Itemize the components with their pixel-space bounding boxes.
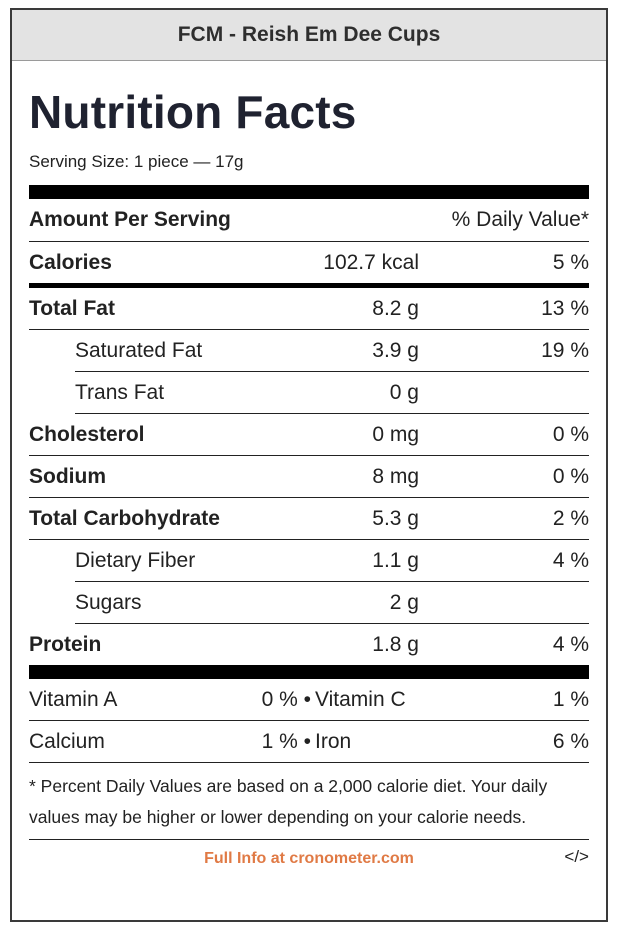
- nutrition-label: FCM - Reish Em Dee Cups Nutrition Facts …: [10, 8, 608, 922]
- nutrient-dv: 4 %: [552, 632, 589, 656]
- vitamin-value-text: 0 %: [261, 687, 298, 711]
- vitamin-value: 1 %: [552, 687, 589, 711]
- vitamin-row: Vitamin A 0 % • Vitamin C 1 %: [29, 679, 589, 721]
- nutrient-dv: 0 %: [552, 464, 589, 488]
- nutrient-name: Protein: [29, 632, 102, 656]
- nutrient-amount: 0 mg: [372, 422, 419, 446]
- nutrient-row: Saturated Fat 3.9 g 19 %: [75, 330, 589, 372]
- nutrient-name: Total Fat: [29, 296, 115, 320]
- nutrient-name: Cholesterol: [29, 422, 145, 446]
- nutrient-amount: 3.9 g: [372, 338, 419, 362]
- nutrient-name: Trans Fat: [75, 380, 165, 404]
- amount-per-serving-row: Amount Per Serving % Daily Value*: [29, 199, 589, 242]
- label-header: FCM - Reish Em Dee Cups: [12, 10, 606, 61]
- nutrient-name: Total Carbohydrate: [29, 506, 220, 530]
- vitamin-value-text: 1 %: [261, 729, 298, 753]
- nutrient-amount: 0 g: [389, 380, 419, 404]
- nutrition-facts-title: Nutrition Facts: [29, 86, 357, 138]
- nutrient-row: Total Fat 8.2 g 13 %: [29, 288, 589, 330]
- nutrient-row: Dietary Fiber 1.1 g 4 %: [75, 540, 589, 582]
- cronometer-link[interactable]: Full Info at cronometer.com: [204, 850, 414, 867]
- nutrient-amount: 8.2 g: [372, 296, 419, 320]
- nutrient-row: Protein 1.8 g 4 %: [29, 624, 589, 665]
- nutrient-amount: 8 mg: [372, 464, 419, 488]
- nutrient-name: Sugars: [75, 590, 142, 614]
- medium-divider: [29, 283, 589, 288]
- daily-value-header: % Daily Value*: [451, 208, 589, 231]
- vitamin-value: 6 %: [552, 729, 589, 753]
- nutrient-dv: 0 %: [552, 422, 589, 446]
- nutrient-dv: 19 %: [541, 338, 589, 362]
- vitamin-name: Vitamin C: [315, 687, 406, 711]
- calories-amount: 102.7 kcal: [323, 250, 419, 274]
- nutrient-amount: 5.3 g: [372, 506, 419, 530]
- nutrient-row: Trans Fat 0 g: [75, 372, 589, 414]
- label-footer: Full Info at cronometer.com </>: [29, 840, 589, 878]
- nutrient-amount: 2 g: [389, 590, 419, 614]
- nutrient-row: Sugars 2 g: [75, 582, 589, 624]
- thick-divider: [29, 185, 589, 199]
- nutrient-row: Sodium 8 mg 0 %: [29, 456, 589, 498]
- nutrient-name: Dietary Fiber: [75, 548, 196, 572]
- calories-dv: 5 %: [552, 250, 589, 274]
- nutrient-row: Cholesterol 0 mg 0 %: [29, 414, 589, 456]
- vitamin-name: Iron: [315, 729, 352, 753]
- vitamin-value: 0 % •: [261, 687, 311, 711]
- nutrient-amount: 1.1 g: [372, 548, 419, 572]
- daily-value-footnote: * Percent Daily Values are based on a 2,…: [29, 763, 589, 840]
- vitamin-row: Calcium 1 % • Iron 6 %: [29, 721, 589, 763]
- thick-divider: [29, 665, 589, 679]
- nutrient-amount: 1.8 g: [372, 632, 419, 656]
- nutrient-name: Saturated Fat: [75, 338, 203, 362]
- calories-row: Calories 102.7 kcal 5 %: [29, 242, 589, 283]
- nutrient-dv: 13 %: [541, 296, 589, 320]
- vitamin-name: Calcium: [29, 729, 105, 753]
- nutrient-name: Sodium: [29, 464, 106, 488]
- nutrient-row: Total Carbohydrate 5.3 g 2 %: [29, 498, 589, 540]
- amount-per-serving-label: Amount Per Serving: [29, 208, 231, 231]
- nutrient-dv: 4 %: [552, 548, 589, 572]
- serving-size: Serving Size: 1 piece — 17g: [29, 152, 244, 171]
- embed-code-button[interactable]: </>: [564, 847, 589, 866]
- vitamin-value: 1 % •: [261, 729, 311, 753]
- label-body: Nutrition Facts Serving Size: 1 piece — …: [29, 61, 589, 878]
- calories-label: Calories: [29, 250, 112, 274]
- nutrient-dv: 2 %: [552, 506, 589, 530]
- vitamin-name: Vitamin A: [29, 687, 118, 711]
